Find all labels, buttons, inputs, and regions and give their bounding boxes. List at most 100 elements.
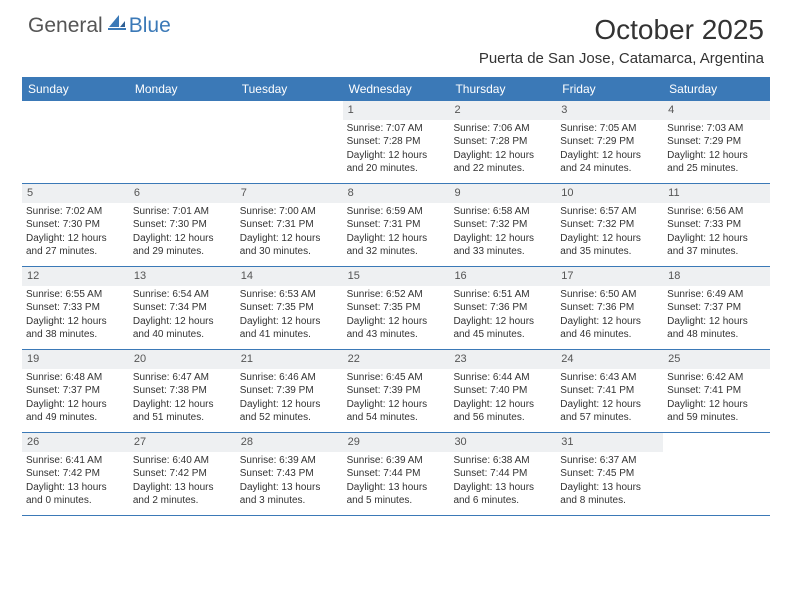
sunset-text: Sunset: 7:32 PM bbox=[560, 218, 659, 232]
brand-text-1: General bbox=[28, 14, 103, 38]
weekday-header: Wednesday bbox=[343, 77, 450, 101]
daylight-text: Daylight: 12 hours and 57 minutes. bbox=[560, 398, 659, 425]
sunset-text: Sunset: 7:40 PM bbox=[453, 384, 552, 398]
daylight-text: Daylight: 12 hours and 33 minutes. bbox=[453, 232, 552, 259]
day-number: 20 bbox=[129, 350, 236, 369]
daylight-text: Daylight: 12 hours and 52 minutes. bbox=[240, 398, 339, 425]
day-cell: 10 Sunrise: 6:57 AMSunset: 7:32 PMDayligh… bbox=[556, 184, 663, 266]
daylight-text: Daylight: 13 hours and 2 minutes. bbox=[133, 481, 232, 508]
day-number: 17 bbox=[556, 267, 663, 286]
day-number: 26 bbox=[22, 433, 129, 452]
day-cell: 26 Sunrise: 6:41 AMSunset: 7:42 PMDayligh… bbox=[22, 433, 129, 515]
sunrise-text: Sunrise: 6:51 AM bbox=[453, 288, 552, 302]
day-cell: 21Sunrise: 6:46 AMSunset: 7:39 PMDayligh… bbox=[236, 350, 343, 432]
sunrise-text: Sunrise: 6:54 AM bbox=[133, 288, 232, 302]
sunset-text: Sunset: 7:32 PM bbox=[453, 218, 552, 232]
sunrise-text: Sunrise: 6:37 AM bbox=[560, 454, 659, 468]
sunrise-text: Sunrise: 6:40 AM bbox=[133, 454, 232, 468]
daylight-text: Daylight: 12 hours and 25 minutes. bbox=[667, 149, 766, 176]
sunset-text: Sunset: 7:43 PM bbox=[240, 467, 339, 481]
sunrise-text: Sunrise: 6:58 AM bbox=[453, 205, 552, 219]
day-number: 4 bbox=[663, 101, 770, 120]
day-cell bbox=[129, 101, 236, 183]
day-number: 3 bbox=[556, 101, 663, 120]
sunset-text: Sunset: 7:39 PM bbox=[240, 384, 339, 398]
day-cell: 22Sunrise: 6:45 AMSunset: 7:39 PMDayligh… bbox=[343, 350, 450, 432]
daylight-text: Daylight: 12 hours and 59 minutes. bbox=[667, 398, 766, 425]
day-cell: 4Sunrise: 7:03 AMSunset: 7:29 PMDaylight… bbox=[663, 101, 770, 183]
day-cell: 3Sunrise: 7:05 AMSunset: 7:29 PMDaylight… bbox=[556, 101, 663, 183]
day-number: 24 bbox=[556, 350, 663, 369]
day-cell: 20Sunrise: 6:47 AMSunset: 7:38 PMDayligh… bbox=[129, 350, 236, 432]
day-cell: 27Sunrise: 6:40 AMSunset: 7:42 PMDayligh… bbox=[129, 433, 236, 515]
day-number: 16 bbox=[449, 267, 556, 286]
week-row: 12Sunrise: 6:55 AMSunset: 7:33 PMDayligh… bbox=[22, 267, 770, 350]
sunset-text: Sunset: 7:44 PM bbox=[347, 467, 446, 481]
sunrise-text: Sunrise: 6:39 AM bbox=[347, 454, 446, 468]
daylight-text: Daylight: 12 hours and 54 minutes. bbox=[347, 398, 446, 425]
day-cell: 1Sunrise: 7:07 AMSunset: 7:28 PMDaylight… bbox=[343, 101, 450, 183]
daylight-text: Daylight: 12 hours and 45 minutes. bbox=[453, 315, 552, 342]
sunrise-text: Sunrise: 6:56 AM bbox=[667, 205, 766, 219]
day-number: 27 bbox=[129, 433, 236, 452]
day-number: 9 bbox=[449, 184, 556, 203]
weekday-header: Sunday bbox=[22, 77, 129, 101]
sunrise-text: Sunrise: 6:49 AM bbox=[667, 288, 766, 302]
sunrise-text: Sunrise: 6:47 AM bbox=[133, 371, 232, 385]
daylight-text: Daylight: 13 hours and 0 minutes. bbox=[26, 481, 125, 508]
sunset-text: Sunset: 7:37 PM bbox=[667, 301, 766, 315]
daylight-text: Daylight: 12 hours and 43 minutes. bbox=[347, 315, 446, 342]
sunrise-text: Sunrise: 6:41 AM bbox=[26, 454, 125, 468]
day-number: 11 bbox=[663, 184, 770, 203]
sunset-text: Sunset: 7:37 PM bbox=[26, 384, 125, 398]
calendar-grid: SundayMondayTuesdayWednesdayThursdayFrid… bbox=[22, 77, 770, 516]
daylight-text: Daylight: 12 hours and 35 minutes. bbox=[560, 232, 659, 259]
day-cell: 23Sunrise: 6:44 AMSunset: 7:40 PMDayligh… bbox=[449, 350, 556, 432]
sunrise-text: Sunrise: 7:03 AM bbox=[667, 122, 766, 136]
day-cell: 25Sunrise: 6:42 AMSunset: 7:41 PMDayligh… bbox=[663, 350, 770, 432]
day-cell bbox=[663, 433, 770, 515]
day-cell bbox=[22, 101, 129, 183]
week-row: 1Sunrise: 7:07 AMSunset: 7:28 PMDaylight… bbox=[22, 101, 770, 184]
daylight-text: Daylight: 12 hours and 22 minutes. bbox=[453, 149, 552, 176]
day-number: 10 bbox=[556, 184, 663, 203]
day-number: 31 bbox=[556, 433, 663, 452]
daylight-text: Daylight: 12 hours and 30 minutes. bbox=[240, 232, 339, 259]
day-cell: 14Sunrise: 6:53 AMSunset: 7:35 PMDayligh… bbox=[236, 267, 343, 349]
day-number: 18 bbox=[663, 267, 770, 286]
sunset-text: Sunset: 7:28 PM bbox=[453, 135, 552, 149]
day-cell: 9 Sunrise: 6:58 AMSunset: 7:32 PMDaylight… bbox=[449, 184, 556, 266]
sunset-text: Sunset: 7:33 PM bbox=[667, 218, 766, 232]
day-cell: 29Sunrise: 6:39 AMSunset: 7:44 PMDayligh… bbox=[343, 433, 450, 515]
sunset-text: Sunset: 7:42 PM bbox=[26, 467, 125, 481]
sunrise-text: Sunrise: 6:42 AM bbox=[667, 371, 766, 385]
weekday-header: Monday bbox=[129, 77, 236, 101]
sunset-text: Sunset: 7:41 PM bbox=[667, 384, 766, 398]
sunset-text: Sunset: 7:41 PM bbox=[560, 384, 659, 398]
sunset-text: Sunset: 7:35 PM bbox=[240, 301, 339, 315]
sunrise-text: Sunrise: 6:53 AM bbox=[240, 288, 339, 302]
sunrise-text: Sunrise: 7:06 AM bbox=[453, 122, 552, 136]
sunset-text: Sunset: 7:35 PM bbox=[347, 301, 446, 315]
day-cell: 31Sunrise: 6:37 AMSunset: 7:45 PMDayligh… bbox=[556, 433, 663, 515]
day-cell: 7Sunrise: 7:00 AMSunset: 7:31 PMDaylight… bbox=[236, 184, 343, 266]
page-header: General Blue October 2025 Puerta de San … bbox=[0, 0, 792, 73]
sunset-text: Sunset: 7:39 PM bbox=[347, 384, 446, 398]
daylight-text: Daylight: 12 hours and 49 minutes. bbox=[26, 398, 125, 425]
location-text: Puerta de San Jose, Catamarca, Argentina bbox=[479, 50, 764, 67]
day-number: 19 bbox=[22, 350, 129, 369]
day-number: 12 bbox=[22, 267, 129, 286]
sunrise-text: Sunrise: 6:57 AM bbox=[560, 205, 659, 219]
day-cell: 12Sunrise: 6:55 AMSunset: 7:33 PMDayligh… bbox=[22, 267, 129, 349]
day-number: 22 bbox=[343, 350, 450, 369]
day-cell: 5Sunrise: 7:02 AMSunset: 7:30 PMDaylight… bbox=[22, 184, 129, 266]
day-cell: 30Sunrise: 6:38 AMSunset: 7:44 PMDayligh… bbox=[449, 433, 556, 515]
sunset-text: Sunset: 7:30 PM bbox=[133, 218, 232, 232]
day-cell: 11Sunrise: 6:56 AMSunset: 7:33 PMDayligh… bbox=[663, 184, 770, 266]
daylight-text: Daylight: 13 hours and 8 minutes. bbox=[560, 481, 659, 508]
day-number: 28 bbox=[236, 433, 343, 452]
sunset-text: Sunset: 7:31 PM bbox=[347, 218, 446, 232]
day-number: 6 bbox=[129, 184, 236, 203]
day-cell: 17Sunrise: 6:50 AMSunset: 7:36 PMDayligh… bbox=[556, 267, 663, 349]
brand-text-2: Blue bbox=[129, 14, 171, 38]
